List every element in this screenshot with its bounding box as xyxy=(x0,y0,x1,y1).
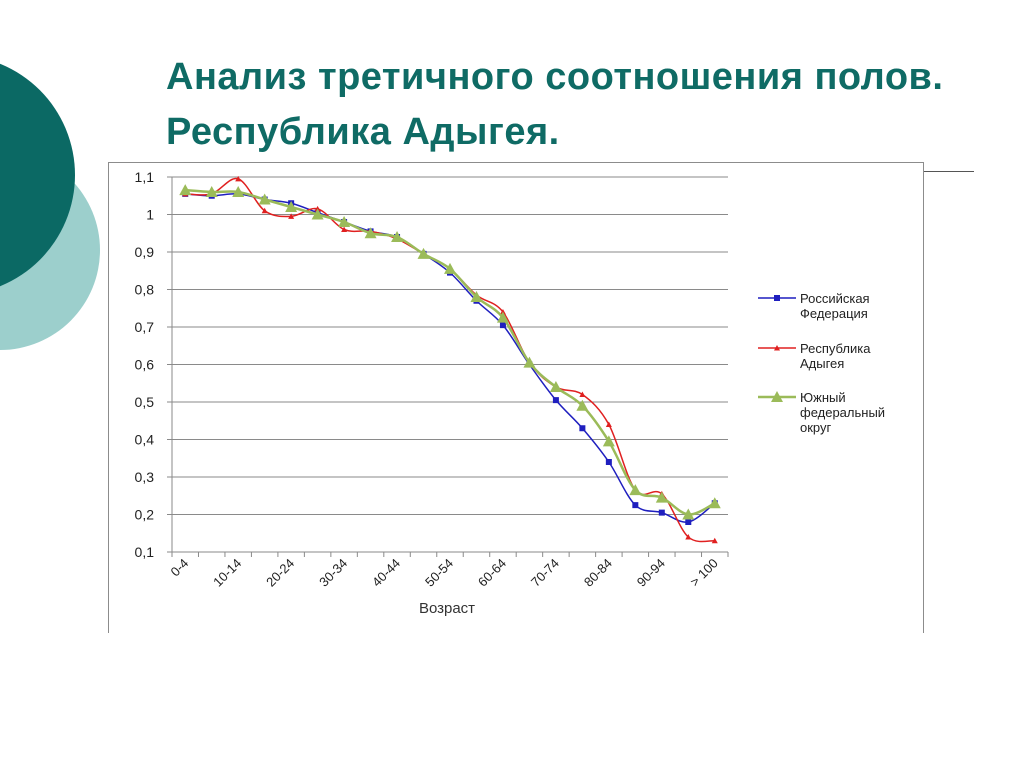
x-tick-label: 60-64 xyxy=(475,556,509,590)
data-point xyxy=(258,193,271,205)
data-point xyxy=(261,207,268,214)
x-tick-label: 70-74 xyxy=(528,556,562,590)
data-point xyxy=(576,399,589,411)
data-point xyxy=(629,484,642,496)
data-point xyxy=(205,186,218,197)
decor-circle-dark xyxy=(0,63,75,287)
series-group xyxy=(179,175,721,544)
x-axis: 0-4 10-14 20-24 30-34 40-44 50-54 60-64 70-74 80… xyxy=(167,551,729,590)
y-tick-label: 0,7 xyxy=(135,319,155,335)
data-point xyxy=(579,425,586,432)
y-tick-label: 0,6 xyxy=(135,357,155,373)
x-tick-label: > 100 xyxy=(687,556,721,590)
data-point xyxy=(685,519,692,525)
data-point xyxy=(708,497,721,509)
data-point xyxy=(605,459,612,465)
legend-swatch-marker xyxy=(774,345,780,351)
data-point xyxy=(391,231,404,242)
data-point xyxy=(682,508,695,520)
slide-title: Анализ третичного соотношения полов. Рес… xyxy=(166,56,944,153)
legend-label: Республика Адыгея xyxy=(800,341,871,371)
data-point xyxy=(179,184,192,196)
data-point xyxy=(232,186,245,197)
x-axis-label: Возраст xyxy=(419,600,475,617)
y-tick-label: 0,9 xyxy=(135,244,155,260)
y-tick-label: 0,5 xyxy=(135,394,155,410)
legend-swatch-marker xyxy=(771,391,783,402)
y-tick-label: 1 xyxy=(146,207,154,223)
x-tick-label: 30-34 xyxy=(316,556,350,590)
y-axis: 0,1 0,2 0,3 0,4 0,5 0,6 0,7 0,8 0,9 1 1,1 xyxy=(135,169,173,560)
y-tick-label: 0,8 xyxy=(135,282,155,298)
data-point xyxy=(285,201,298,212)
legend: Российская Федерация Республика Адыгея Южный… xyxy=(758,291,885,435)
data-point xyxy=(655,491,668,503)
data-point xyxy=(341,226,348,232)
data-point xyxy=(523,356,536,368)
data-point xyxy=(417,247,430,259)
data-point xyxy=(288,213,295,219)
data-point xyxy=(338,216,351,227)
legend-label: Российская Федерация xyxy=(800,291,870,321)
y-tick-label: 0,2 xyxy=(135,507,155,523)
data-point xyxy=(711,537,718,544)
series-line xyxy=(185,193,716,523)
x-tick-label: 80-84 xyxy=(581,556,615,590)
slide-decoration xyxy=(0,63,100,350)
data-point xyxy=(470,291,483,302)
title-underline xyxy=(924,171,974,172)
x-tick-label: 90-94 xyxy=(634,556,668,590)
y-tick-label: 0,4 xyxy=(135,432,155,448)
x-tick-label: 40-44 xyxy=(369,556,403,590)
data-point xyxy=(552,397,559,404)
data-point xyxy=(658,509,665,516)
y-tick-label: 0,3 xyxy=(135,469,155,485)
y-tick-label: 1,1 xyxy=(135,169,155,185)
data-point xyxy=(632,502,639,509)
data-point xyxy=(496,311,509,323)
x-tick-label: 20-24 xyxy=(263,556,297,590)
x-tick-label: 0-4 xyxy=(167,556,191,580)
data-point xyxy=(364,227,377,239)
legend-swatch-marker xyxy=(774,295,780,301)
data-point xyxy=(444,262,456,274)
data-point xyxy=(602,435,615,447)
data-point xyxy=(499,322,506,329)
data-point xyxy=(235,175,242,182)
data-point xyxy=(605,421,612,427)
x-tick-label: 10-14 xyxy=(210,556,244,590)
data-point xyxy=(311,208,324,220)
data-point xyxy=(549,381,562,392)
y-tick-label: 0,1 xyxy=(135,544,155,560)
data-point xyxy=(579,391,586,397)
data-point xyxy=(685,534,692,540)
x-tick-label: 50-54 xyxy=(422,556,456,590)
series-line xyxy=(185,188,716,516)
legend-label: Южный федеральный округ xyxy=(800,390,885,435)
